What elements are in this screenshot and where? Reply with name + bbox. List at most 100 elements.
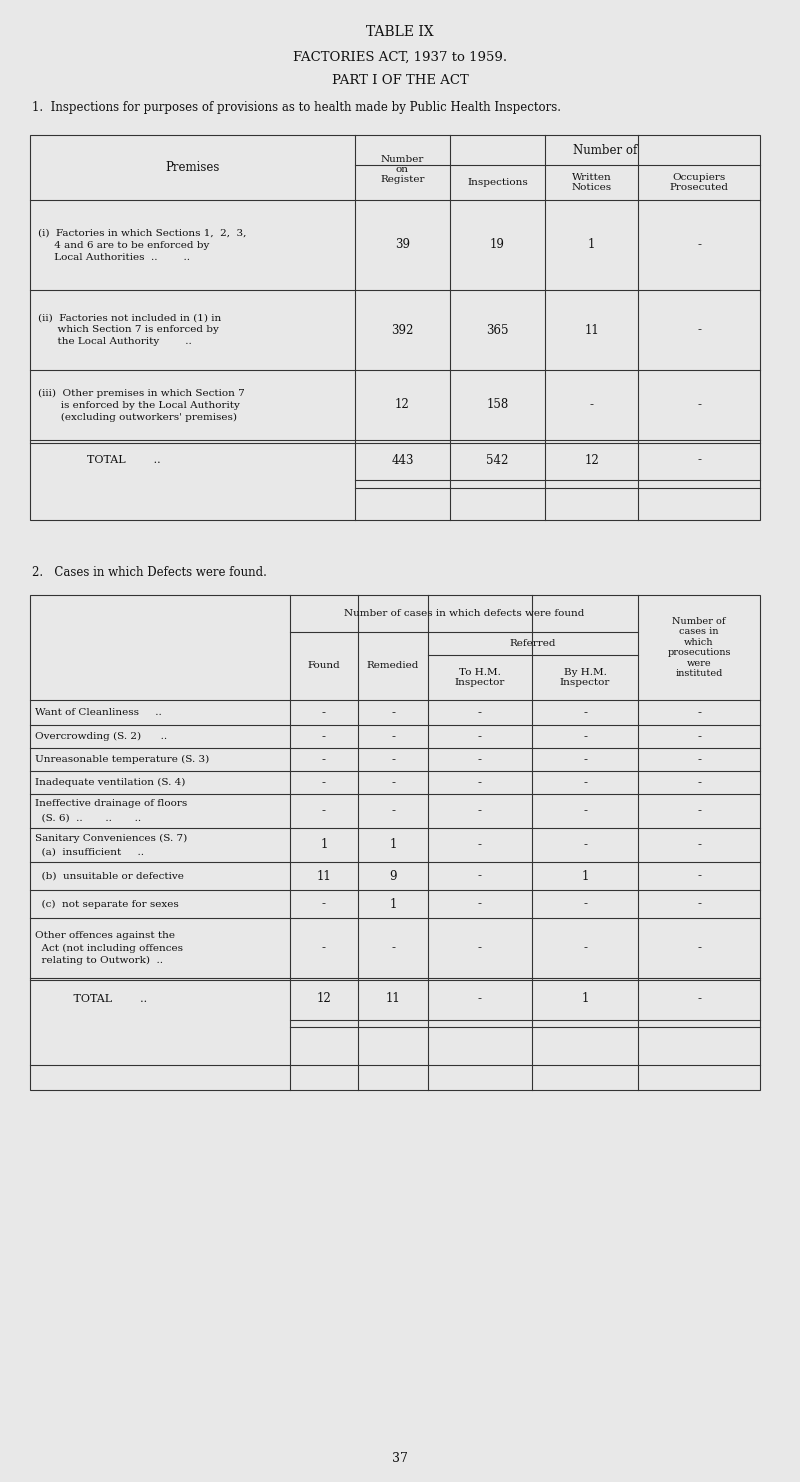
Text: -: - xyxy=(391,941,395,954)
Text: relating to Outwork)  ..: relating to Outwork) .. xyxy=(35,956,163,965)
Text: -: - xyxy=(478,993,482,1005)
Text: FACTORIES ACT, 1937 to 1959.: FACTORIES ACT, 1937 to 1959. xyxy=(293,50,507,64)
Text: -: - xyxy=(583,777,587,788)
Text: -: - xyxy=(391,705,395,719)
Text: -: - xyxy=(478,839,482,852)
Text: 12: 12 xyxy=(317,993,331,1005)
Text: (a)  insufficient     ..: (a) insufficient .. xyxy=(35,848,144,857)
Text: -: - xyxy=(478,753,482,766)
Text: -: - xyxy=(478,777,482,788)
Text: -: - xyxy=(697,731,701,742)
Text: (S. 6)  ..       ..       ..: (S. 6) .. .. .. xyxy=(35,814,141,823)
Text: 365: 365 xyxy=(486,323,509,336)
Text: Occupiers
Prosecuted: Occupiers Prosecuted xyxy=(670,173,729,193)
Text: Number of cases in which defects were found: Number of cases in which defects were fo… xyxy=(344,609,584,618)
Text: -: - xyxy=(697,805,701,818)
Text: -: - xyxy=(583,898,587,910)
Text: 11: 11 xyxy=(584,323,599,336)
Text: (excluding outworkers' premises): (excluding outworkers' premises) xyxy=(38,412,237,421)
Text: Remedied: Remedied xyxy=(367,661,419,670)
Text: 1.  Inspections for purposes of provisions as to health made by Public Health In: 1. Inspections for purposes of provision… xyxy=(32,101,561,114)
Text: Premises: Premises xyxy=(166,162,220,173)
Text: -: - xyxy=(590,399,594,412)
Text: -: - xyxy=(697,705,701,719)
Text: Overcrowding (S. 2)      ..: Overcrowding (S. 2) .. xyxy=(35,732,167,741)
Text: -: - xyxy=(697,839,701,852)
Text: -: - xyxy=(322,753,326,766)
Text: Unreasonable temperature (S. 3): Unreasonable temperature (S. 3) xyxy=(35,754,210,765)
Text: 12: 12 xyxy=(395,399,410,412)
Text: -: - xyxy=(697,323,701,336)
Text: -: - xyxy=(322,705,326,719)
Text: (iii)  Other premises in which Section 7: (iii) Other premises in which Section 7 xyxy=(38,388,245,397)
Text: -: - xyxy=(697,453,701,467)
Text: -: - xyxy=(697,898,701,910)
Text: -: - xyxy=(697,870,701,882)
Text: 4 and 6 are to be enforced by: 4 and 6 are to be enforced by xyxy=(38,240,210,249)
Bar xyxy=(30,594,760,1089)
Text: TOTAL        ..: TOTAL .. xyxy=(35,994,147,1003)
Text: 12: 12 xyxy=(584,453,599,467)
Text: -: - xyxy=(583,941,587,954)
Text: -: - xyxy=(583,705,587,719)
Text: 9: 9 xyxy=(390,870,397,882)
Text: -: - xyxy=(583,839,587,852)
Text: Other offences against the: Other offences against the xyxy=(35,932,175,941)
Text: -: - xyxy=(697,777,701,788)
Text: 158: 158 xyxy=(486,399,509,412)
Bar xyxy=(30,135,760,520)
Text: 11: 11 xyxy=(317,870,331,882)
Text: 39: 39 xyxy=(395,239,410,252)
Text: (b)  unsuitable or defective: (b) unsuitable or defective xyxy=(35,871,184,880)
Text: TABLE IX: TABLE IX xyxy=(366,25,434,39)
Text: 1: 1 xyxy=(390,839,397,852)
Text: -: - xyxy=(697,941,701,954)
Text: -: - xyxy=(478,870,482,882)
Text: 11: 11 xyxy=(386,993,400,1005)
Text: Number of
cases in
which
prosecutions
were
instituted: Number of cases in which prosecutions we… xyxy=(667,617,730,677)
Text: -: - xyxy=(478,941,482,954)
Text: is enforced by the Local Authority: is enforced by the Local Authority xyxy=(38,400,240,409)
Text: -: - xyxy=(391,805,395,818)
Text: -: - xyxy=(391,777,395,788)
Text: Act (not including offences: Act (not including offences xyxy=(35,944,183,953)
Text: TOTAL        ..: TOTAL .. xyxy=(38,455,161,465)
Text: Referred: Referred xyxy=(510,639,556,648)
Text: -: - xyxy=(697,993,701,1005)
Text: -: - xyxy=(322,941,326,954)
Text: -: - xyxy=(478,705,482,719)
Text: -: - xyxy=(583,753,587,766)
Text: -: - xyxy=(322,731,326,742)
Text: -: - xyxy=(391,731,395,742)
Text: the Local Authority        ..: the Local Authority .. xyxy=(38,338,192,347)
Text: (i)  Factories in which Sections 1,  2,  3,: (i) Factories in which Sections 1, 2, 3, xyxy=(38,228,246,237)
Text: Want of Cleanliness     ..: Want of Cleanliness .. xyxy=(35,708,162,717)
Text: -: - xyxy=(697,753,701,766)
Text: Local Authorities  ..        ..: Local Authorities .. .. xyxy=(38,252,190,261)
Text: 1: 1 xyxy=(582,993,589,1005)
Text: -: - xyxy=(322,898,326,910)
Text: 1: 1 xyxy=(588,239,595,252)
Text: -: - xyxy=(322,777,326,788)
Text: Found: Found xyxy=(308,661,340,670)
Text: -: - xyxy=(697,399,701,412)
Text: -: - xyxy=(478,898,482,910)
Text: Number of: Number of xyxy=(573,144,637,157)
Text: which Section 7 is enforced by: which Section 7 is enforced by xyxy=(38,326,219,335)
Text: Inspections: Inspections xyxy=(467,178,528,187)
Text: 37: 37 xyxy=(392,1451,408,1464)
Text: By H.M.
Inspector: By H.M. Inspector xyxy=(560,668,610,688)
Text: -: - xyxy=(583,805,587,818)
Text: -: - xyxy=(322,805,326,818)
Text: Ineffective drainage of floors: Ineffective drainage of floors xyxy=(35,799,187,809)
Text: Sanitary Conveniences (S. 7): Sanitary Conveniences (S. 7) xyxy=(35,833,187,843)
Text: 1: 1 xyxy=(320,839,328,852)
Text: 542: 542 xyxy=(486,453,509,467)
Text: -: - xyxy=(478,731,482,742)
Text: 2.   Cases in which Defects were found.: 2. Cases in which Defects were found. xyxy=(32,566,267,578)
Text: Inadequate ventilation (S. 4): Inadequate ventilation (S. 4) xyxy=(35,778,186,787)
Text: Written
Notices: Written Notices xyxy=(571,173,611,193)
Text: -: - xyxy=(697,239,701,252)
Text: PART I OF THE ACT: PART I OF THE ACT xyxy=(332,74,468,86)
Text: -: - xyxy=(391,753,395,766)
